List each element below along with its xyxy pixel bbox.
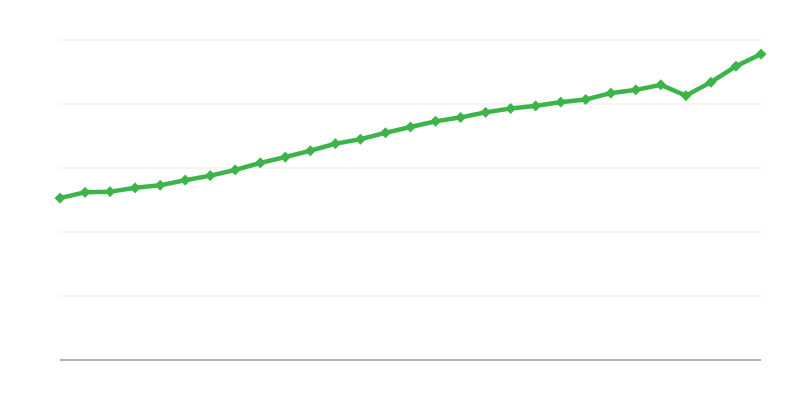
data-point-marker [304, 145, 316, 157]
data-point-marker [79, 186, 91, 198]
data-point-marker [279, 151, 291, 163]
data-point-marker [379, 127, 391, 139]
data-point-marker [655, 79, 667, 91]
data-point-marker [254, 157, 266, 169]
data-point-marker [104, 186, 116, 198]
data-point-marker [680, 90, 692, 102]
data-point-marker [54, 192, 66, 204]
data-point-marker [555, 96, 567, 108]
data-point-marker [755, 48, 767, 60]
data-point-marker [179, 174, 191, 186]
data-point-marker [430, 115, 442, 127]
data-point-marker [229, 164, 241, 176]
data-point-markers [54, 48, 767, 204]
data-point-marker [530, 100, 542, 112]
data-point-marker [154, 179, 166, 191]
data-point-marker [705, 76, 717, 88]
data-point-marker [405, 121, 416, 133]
data-point-marker [505, 102, 517, 114]
data-point-marker [580, 94, 592, 106]
data-point-marker [329, 138, 341, 150]
data-point-marker [204, 170, 216, 182]
data-point-marker [605, 87, 617, 99]
data-point-marker [630, 84, 642, 96]
data-point-marker [730, 60, 742, 72]
data-point-marker [354, 133, 366, 145]
data-point-marker [455, 111, 467, 123]
data-point-marker [480, 106, 492, 118]
data-point-marker [129, 182, 141, 194]
gridlines [60, 39, 761, 297]
